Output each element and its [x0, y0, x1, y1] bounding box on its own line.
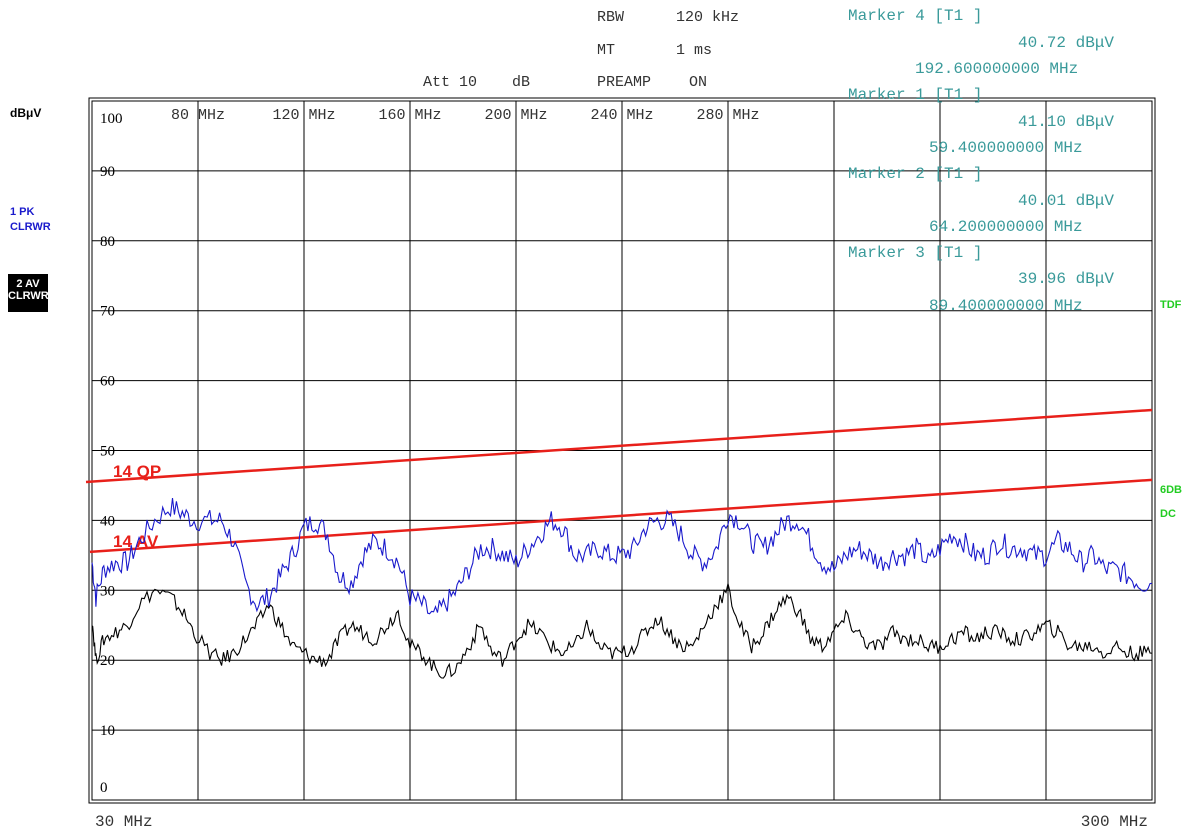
limit-label: 14 AV [113, 532, 159, 551]
marker3-title: Marker 3 [T1 ] [848, 244, 983, 262]
marker3-level: 39.96 dBμV [1018, 270, 1115, 288]
marker2-level: 40.01 dBμV [1018, 192, 1115, 210]
plot-frame-outer [88, 97, 1156, 804]
marker2-title: Marker 2 [T1 ] [848, 165, 983, 183]
tdf-label: TDF [1160, 299, 1182, 311]
marker2-freq: 64.200000000 MHz [929, 218, 1083, 236]
y-tick-label: 60 [100, 374, 115, 390]
trace2-mode: 2 AV [16, 278, 40, 290]
x-tick-label: 200 MHz [484, 107, 547, 124]
traces [91, 498, 1153, 679]
limit-line [89, 478, 1153, 554]
marker4-freq: 192.600000000 MHz [915, 60, 1079, 78]
y-tick-label: 30 [100, 583, 115, 599]
trace2-box: 2 AV CLRWR [8, 274, 49, 312]
x-tick-label: 280 MHz [696, 107, 759, 124]
trace1-mode: 1 PK [10, 206, 35, 218]
trace-av [91, 583, 1153, 679]
y-tick-label: 100 [100, 111, 123, 127]
grid [88, 97, 1156, 804]
marker4-level: 40.72 dBμV [1018, 34, 1115, 52]
rbw-value: 120 kHz [676, 9, 740, 26]
x-tick-label: 160 MHz [378, 107, 441, 124]
x-end-label: 300 MHz [1081, 813, 1148, 830]
marker1-level: 41.10 dBμV [1018, 113, 1115, 131]
preamp-value: ON [689, 74, 708, 91]
y-tick-label: 70 [100, 304, 115, 320]
y-tick-label: 50 [100, 444, 115, 460]
limit-label: 14 QP [113, 462, 161, 481]
y-tick-label: 80 [100, 234, 115, 250]
marker1-freq: 59.400000000 MHz [929, 139, 1083, 157]
marker1-title: Marker 1 [T1 ] [848, 86, 983, 104]
x-tick-label: 120 MHz [272, 107, 335, 124]
y-unit-label: dBμV [10, 106, 42, 120]
y-tick-label: 20 [100, 653, 115, 669]
preamp-label: PREAMP [597, 74, 652, 91]
trace1-clrwr: CLRWR [10, 221, 51, 233]
y-tick-label: 40 [100, 513, 115, 529]
x-tick-label: 240 MHz [590, 107, 653, 124]
mt-label: MT [597, 42, 616, 59]
6db-label: 6DB [1160, 484, 1183, 496]
marker4-title: Marker 4 [T1 ] [848, 7, 983, 25]
x-start-label: 30 MHz [95, 813, 153, 830]
att-unit: dB [512, 74, 531, 91]
att-label: Att 10 [423, 74, 478, 91]
y-tick-label: 90 [100, 164, 115, 180]
rbw-label: RBW [597, 9, 625, 26]
mt-value: 1 ms [676, 42, 713, 59]
dc-label: DC [1160, 508, 1176, 520]
limit-lines: 14 QP 14 AV [85, 408, 1153, 554]
marker3-freq: 89.400000000 MHz [929, 297, 1083, 315]
y-tick-label: 10 [100, 723, 115, 739]
x-tick-label: 80 MHz [171, 107, 225, 124]
trace2-clrwr: CLRWR [8, 290, 49, 302]
y-tick-label: 0 [100, 780, 108, 796]
limit-line [85, 408, 1153, 484]
